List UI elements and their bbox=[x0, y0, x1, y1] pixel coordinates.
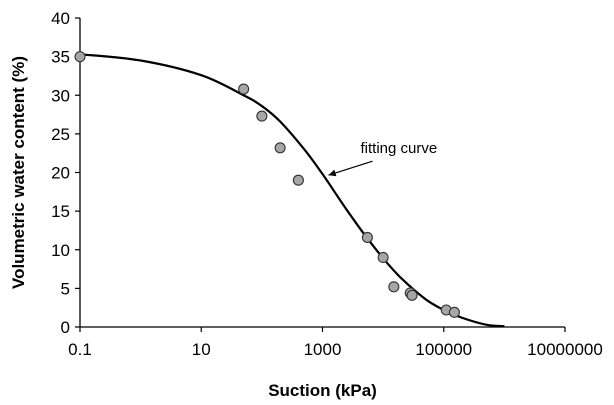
y-tick-label: 30 bbox=[51, 86, 70, 105]
data-point bbox=[292, 174, 304, 186]
y-tick-label: 0 bbox=[61, 318, 70, 337]
x-axis-title: Suction (kPa) bbox=[268, 381, 377, 400]
data-point bbox=[406, 289, 418, 301]
data-point bbox=[377, 251, 389, 264]
y-tick-label: 10 bbox=[51, 241, 70, 260]
fitting-curve bbox=[79, 53, 505, 328]
x-tick-label: 1000 bbox=[304, 340, 342, 359]
x-tick-label: 100000 bbox=[415, 340, 472, 359]
y-tick-label: 5 bbox=[61, 279, 70, 298]
x-tick-label: 0.1 bbox=[68, 340, 92, 359]
y-tick-label: 25 bbox=[51, 125, 70, 144]
data-point bbox=[256, 110, 268, 122]
y-tick-label: 15 bbox=[51, 202, 70, 221]
annotation: fitting curve bbox=[328, 140, 438, 177]
x-tick-label: 10 bbox=[192, 340, 211, 359]
ticks: 0 5 10 15 20 25 30 35 40 0.1 10 1000 100000 10000000 bbox=[51, 9, 603, 359]
data-point bbox=[74, 51, 86, 63]
data-point bbox=[238, 83, 250, 95]
data-point bbox=[388, 281, 400, 293]
y-tick-label: 35 bbox=[51, 48, 70, 67]
data-point bbox=[361, 231, 373, 243]
annotation-text: fitting curve bbox=[361, 140, 438, 157]
y-tick-label: 20 bbox=[51, 164, 70, 183]
y-axis-title: Volumetric water content (%) bbox=[9, 56, 28, 289]
data-points bbox=[74, 51, 460, 318]
annotation-arrowhead bbox=[328, 169, 337, 177]
data-point bbox=[448, 306, 460, 318]
x-tick-label: 10000000 bbox=[527, 340, 603, 359]
fitting-curve-line bbox=[79, 53, 505, 328]
annotation-arrow bbox=[328, 160, 373, 176]
y-tick-label: 40 bbox=[51, 9, 70, 28]
data-point bbox=[274, 142, 286, 154]
